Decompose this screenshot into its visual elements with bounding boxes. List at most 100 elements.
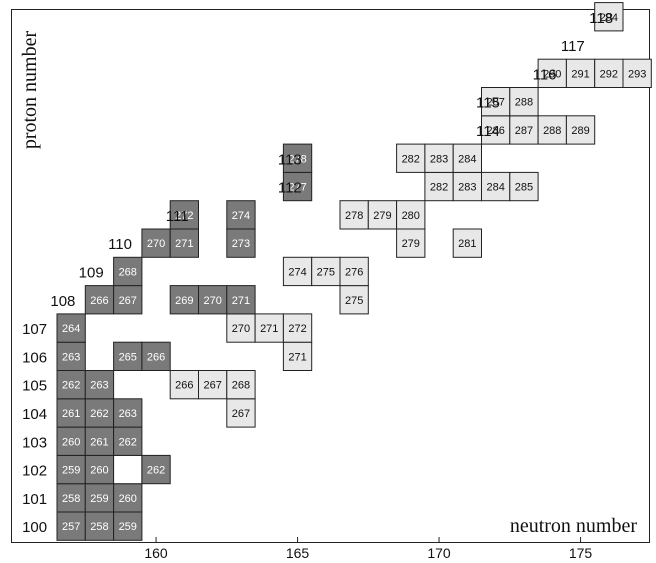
x-tick-label: 175 [569, 545, 593, 561]
nuclide-box [339, 256, 369, 287]
nuclide-mass-label: 270 [203, 295, 221, 307]
nuclide-mass-label: 268 [232, 380, 250, 392]
nuclide-box [226, 228, 256, 258]
nuclide-box [396, 228, 426, 258]
nuclide-cell [113, 454, 143, 485]
nuclide-box [396, 200, 426, 230]
nuclide-box [169, 200, 199, 230]
nuclide-box [113, 454, 143, 485]
proton-number-label: 115 [476, 95, 500, 112]
nuclide-box [113, 511, 143, 541]
nuclide-mass-label: 286 [486, 125, 504, 137]
proton-number-label: 110 [108, 236, 132, 253]
nuclide-box [84, 398, 115, 428]
nuclide-cell: 263 [56, 341, 86, 372]
nuclide-box [226, 398, 256, 428]
nuclide-mass-label: 282 [430, 182, 448, 194]
nuclide-box [113, 398, 143, 428]
nuclide-cell: 284 [452, 143, 483, 173]
nuclide-box [226, 285, 256, 315]
nuclide-cell: 270 [198, 285, 228, 315]
nuclide-cell: 283 [424, 143, 454, 173]
nuclide-mass-label: 268 [119, 266, 137, 278]
nuclide-box [282, 341, 313, 372]
nuclide-box [84, 454, 115, 485]
nuclide-cell: 265 [113, 341, 143, 372]
nuclide-cell: 271 [282, 341, 313, 372]
nuclide-mass-label: 269 [175, 295, 193, 307]
nuclide-box [56, 511, 86, 541]
nuclide-cell: 269 [169, 285, 199, 315]
nuclide-box [169, 370, 199, 400]
nuclide-box [565, 115, 596, 145]
nuclide-mass-label: 288 [515, 97, 533, 109]
y-axis-title: proton number [19, 31, 41, 150]
proton-number-label: 100 [22, 519, 47, 536]
nuclide-cell: 259 [113, 511, 143, 541]
nuclide-cell: 271 [169, 228, 199, 258]
nuclide-cell: 262 [56, 370, 86, 400]
nuclide-box [424, 143, 454, 173]
nuclide-cell: 268 [113, 256, 143, 287]
proton-number-label: 113 [278, 151, 302, 168]
nuclide-cell: 260 [113, 483, 143, 513]
nuclide-mass-label: 261 [62, 408, 80, 420]
nuclide-mass-label: 260 [62, 436, 80, 448]
nuclide-mass-label: 278 [345, 210, 363, 222]
nuclide-mass-label: 261 [90, 436, 108, 448]
nuclide-cell: 289 [565, 115, 596, 145]
nuclide-box [339, 200, 369, 230]
nuclide-cell: 279 [367, 200, 398, 230]
nuclide-box [537, 115, 567, 145]
nuclide-mass-label: 281 [458, 238, 476, 250]
nuclide-box [56, 341, 86, 372]
nuclide-cell: 264 [56, 313, 86, 343]
proton-number-label: 108 [50, 293, 75, 310]
nuclide-mass-label: 263 [119, 408, 137, 420]
nuclide-cell: 278 [339, 200, 369, 230]
nuclide-box [226, 313, 256, 343]
nuclide-mass-label: 279 [373, 210, 391, 222]
nuclide-box [282, 143, 313, 173]
nuclide-mass-label: 270 [147, 238, 165, 250]
nuclide-mass-label: 260 [90, 465, 108, 477]
nuclide-box [622, 58, 652, 88]
nuclide-mass-label: 275 [317, 266, 335, 278]
nuclide-mass-label: 263 [62, 351, 80, 363]
nuclide-box [452, 228, 483, 258]
nuclide-mass-label: 266 [90, 295, 108, 307]
nuclide-box [509, 115, 539, 145]
proton-number-label: 101 [22, 491, 47, 508]
nuclide-mass-label: 293 [628, 68, 646, 80]
nuclide-cell: 272 [169, 200, 199, 230]
nuclide-mass-label: 262 [147, 465, 165, 477]
plot-frame [11, 9, 650, 543]
x-axis-title: neutron number [510, 515, 638, 537]
nuclide-cell: 274 [282, 256, 313, 287]
nuclide-mass-label: 284 [458, 153, 476, 165]
x-tick-label: 165 [286, 545, 310, 561]
proton-number-label: 112 [278, 180, 302, 197]
nuclide-cell: 280 [396, 200, 426, 230]
nuclide-cell: 282 [424, 171, 454, 202]
proton-number-label: 117 [561, 38, 585, 55]
nuclide-cell: 258 [56, 483, 86, 513]
nuclide-mass-label: 263 [90, 380, 108, 392]
nuclide-cell: 270 [141, 228, 171, 258]
nuclide-cell: 267 [226, 398, 256, 428]
nuclide-mass-label: 287 [515, 125, 533, 137]
nuclide-cell: 267 [198, 370, 228, 400]
nuclide-box [113, 256, 143, 287]
nuclide-box [594, 2, 624, 32]
nuclide-cell: 277 [282, 171, 313, 202]
nuclide-mass-label: 292 [600, 68, 618, 80]
nuclide-box [141, 454, 171, 485]
nuclide-cell: 268 [226, 370, 256, 400]
nuclide-cell: 292 [594, 58, 624, 88]
nuclide-mass-label: 260 [119, 493, 137, 505]
nuclide-box [113, 341, 143, 372]
nuclide-box [452, 143, 483, 173]
nuclide-box [141, 341, 171, 372]
nuclide-cell: 290 [537, 58, 567, 88]
